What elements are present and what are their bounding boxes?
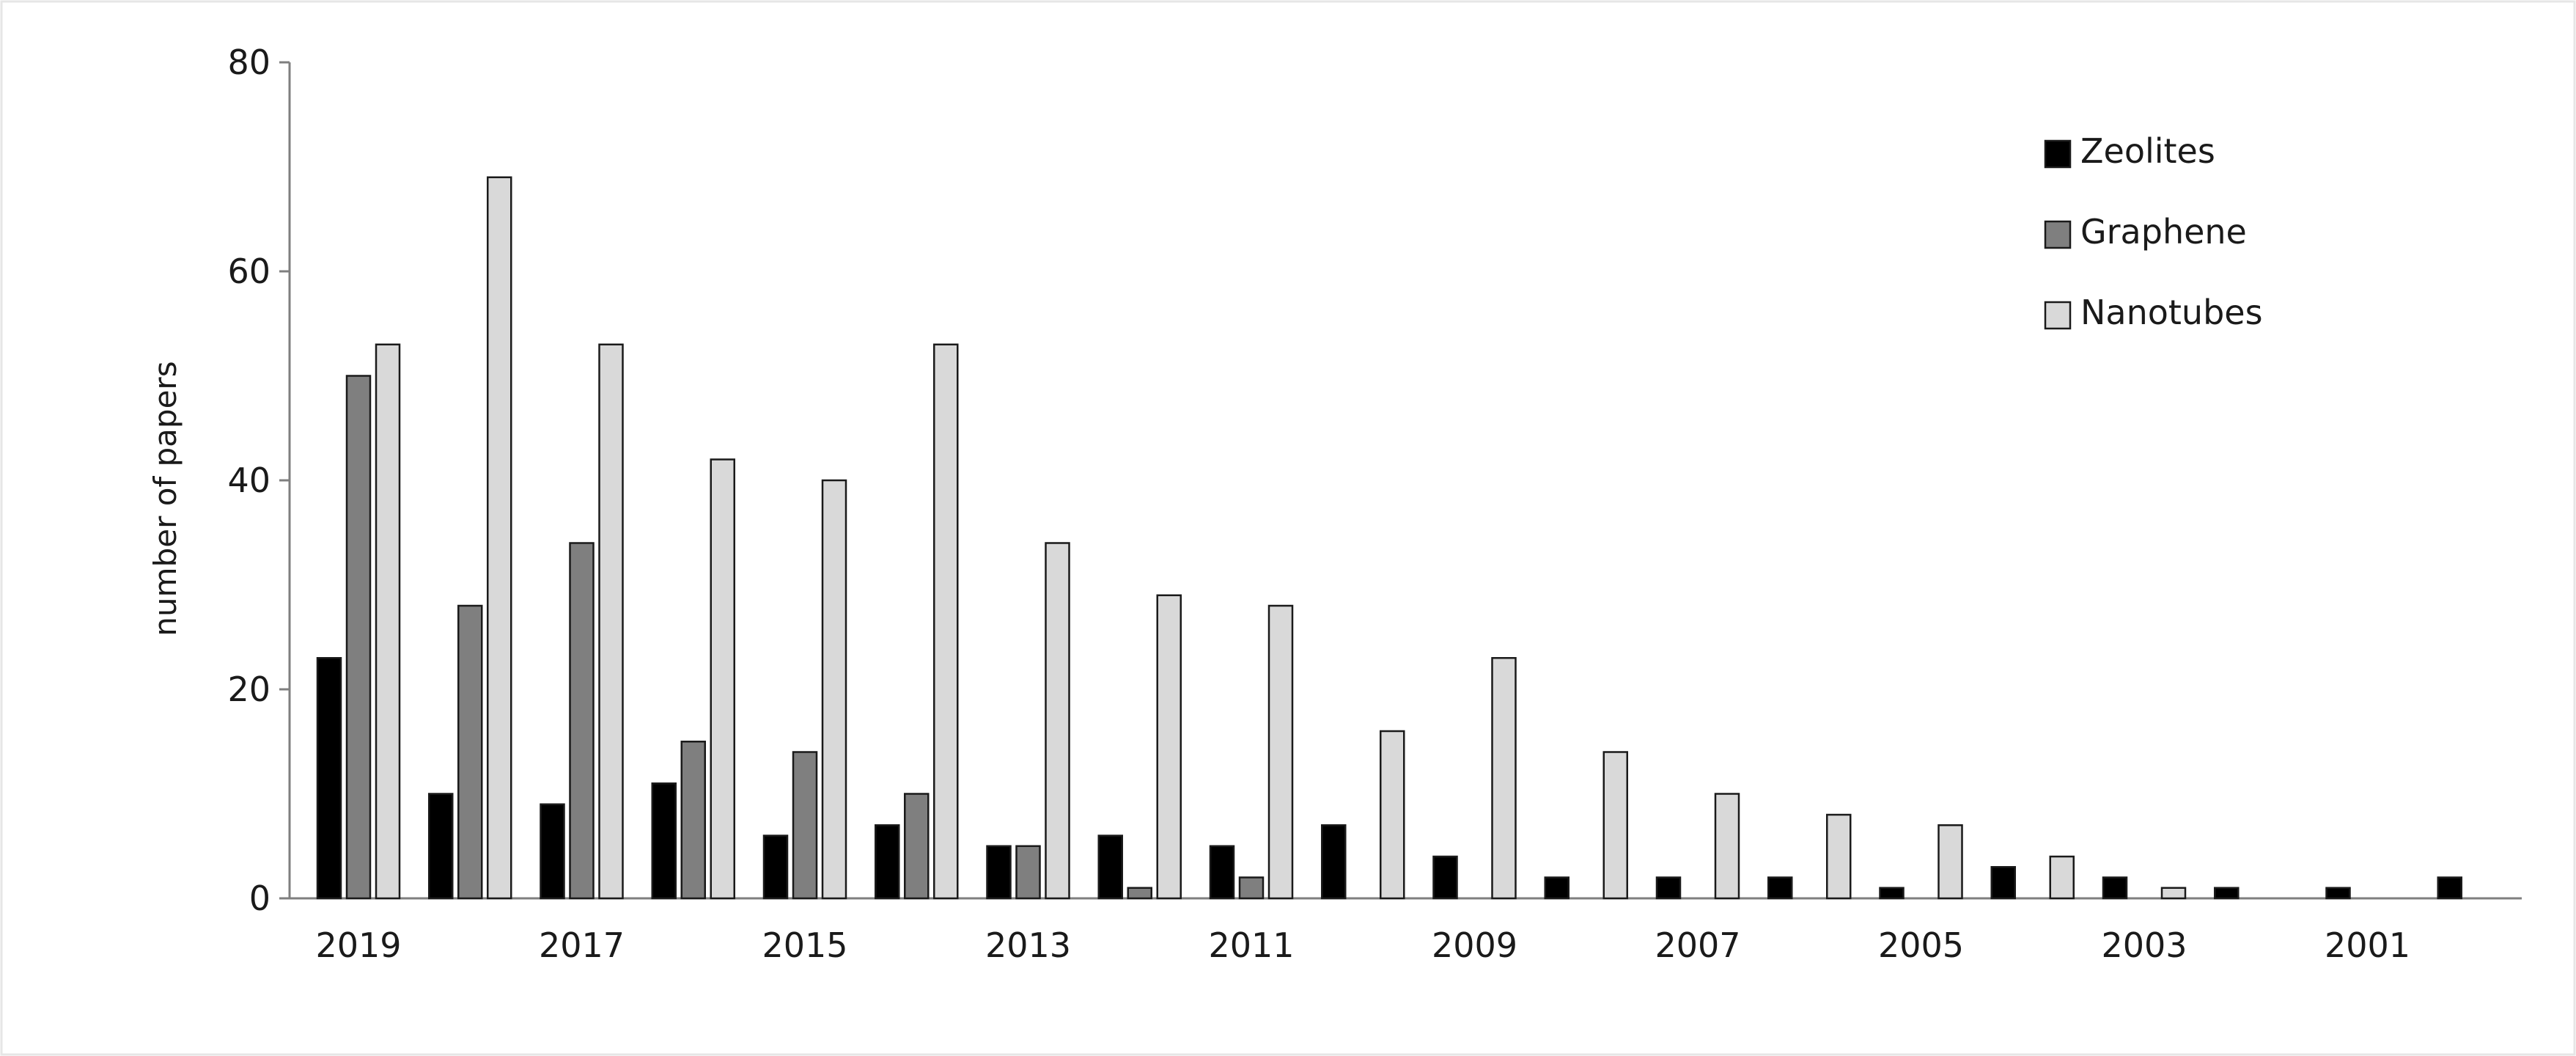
bar-nanotubes-2017 <box>600 345 623 898</box>
x-tick-label: 2007 <box>1655 925 1740 965</box>
bar-graphene-2017 <box>570 543 594 899</box>
x-tick-label: 2017 <box>539 925 625 965</box>
bar-zeolites-2006 <box>1768 878 1792 899</box>
bar-zeolites-2019 <box>317 658 341 898</box>
x-tick-label: 2011 <box>1208 925 1294 965</box>
y-tick-label: 20 <box>227 670 271 709</box>
bar-nanotubes-2008 <box>1604 752 1627 899</box>
bar-zeolites-2014 <box>875 825 899 898</box>
bar-zeolites-2002 <box>2215 888 2238 898</box>
bar-zeolites-2010 <box>1322 825 1345 898</box>
bar-zeolites-2016 <box>652 783 676 898</box>
bar-nanotubes-2007 <box>1715 794 1739 899</box>
bar-zeolites-2009 <box>1434 857 1457 898</box>
bar-graphene-2015 <box>793 752 817 899</box>
bar-graphene-2011 <box>1240 878 1263 899</box>
bar-graphene-2019 <box>347 376 370 899</box>
bar-nanotubes-2019 <box>376 345 400 898</box>
y-tick-label: 60 <box>227 252 271 291</box>
bar-nanotubes-2011 <box>1269 606 1292 898</box>
legend-label-zeolites: Zeolites <box>2080 131 2215 171</box>
bar-zeolites-2004 <box>1992 867 2015 898</box>
x-tick-label: 2001 <box>2325 925 2410 965</box>
bar-graphene-2013 <box>1017 846 1040 898</box>
bar-nanotubes-2010 <box>1380 731 1404 898</box>
legend-swatch-graphene <box>2045 221 2070 248</box>
y-tick-label: 40 <box>227 461 271 500</box>
bar-nanotubes-2006 <box>1827 815 1850 898</box>
bar-nanotubes-2004 <box>2050 857 2074 898</box>
bar-zeolites-2012 <box>1099 836 1122 899</box>
x-tick-label: 2019 <box>315 925 401 965</box>
bar-zeolites-2001 <box>2327 888 2350 898</box>
legend-swatch-zeolites <box>2045 141 2070 167</box>
bar-nanotubes-2014 <box>934 345 957 898</box>
y-axis: 0 20 40 60 80 <box>227 43 290 918</box>
bar-graphene-2014 <box>905 794 928 899</box>
x-tick-label: 2009 <box>1432 925 1517 965</box>
bar-nanotubes-2013 <box>1046 543 1070 899</box>
bar-zeolites-2000 <box>2438 878 2462 899</box>
bar-nanotubes-2012 <box>1158 595 1181 898</box>
bar-nanotubes-2015 <box>823 480 846 898</box>
bar-zeolites-2011 <box>1210 846 1234 898</box>
legend-label-graphene: Graphene <box>2080 212 2247 252</box>
bars <box>317 177 2462 898</box>
bar-nanotubes-2009 <box>1493 658 1516 898</box>
y-tick-label: 0 <box>249 879 271 918</box>
y-axis-label: number of papers <box>147 361 183 636</box>
bar-nanotubes-2003 <box>2162 888 2185 898</box>
bar-graphene-2018 <box>458 606 482 898</box>
bar-zeolites-2018 <box>429 794 452 899</box>
x-tick-label: 2013 <box>985 925 1071 965</box>
bar-nanotubes-2005 <box>1939 825 1962 898</box>
bar-nanotubes-2018 <box>487 177 511 898</box>
x-tick-label: 2015 <box>762 925 847 965</box>
x-tick-label: 2003 <box>2101 925 2187 965</box>
legend-swatch-nanotubes <box>2045 302 2070 329</box>
bar-graphene-2016 <box>682 741 705 898</box>
y-tick-label: 80 <box>227 43 271 82</box>
x-axis: 2019 2017 2015 2013 2011 2009 2007 2005 2003 2001 <box>290 898 2522 965</box>
bar-nanotubes-2016 <box>711 460 735 899</box>
legend: Zeolites Graphene Nanotubes <box>2045 131 2263 332</box>
legend-label-nanotubes: Nanotubes <box>2080 293 2263 332</box>
bar-zeolites-2017 <box>541 804 564 898</box>
bar-zeolites-2008 <box>1545 878 1569 899</box>
bar-graphene-2012 <box>1128 888 1152 898</box>
bar-zeolites-2005 <box>1880 888 1904 898</box>
bar-zeolites-2013 <box>987 846 1011 898</box>
x-tick-label: 2005 <box>1878 925 1964 965</box>
bar-zeolites-2015 <box>764 836 787 899</box>
bar-zeolites-2007 <box>1657 878 1680 899</box>
bar-zeolites-2003 <box>2103 878 2127 899</box>
